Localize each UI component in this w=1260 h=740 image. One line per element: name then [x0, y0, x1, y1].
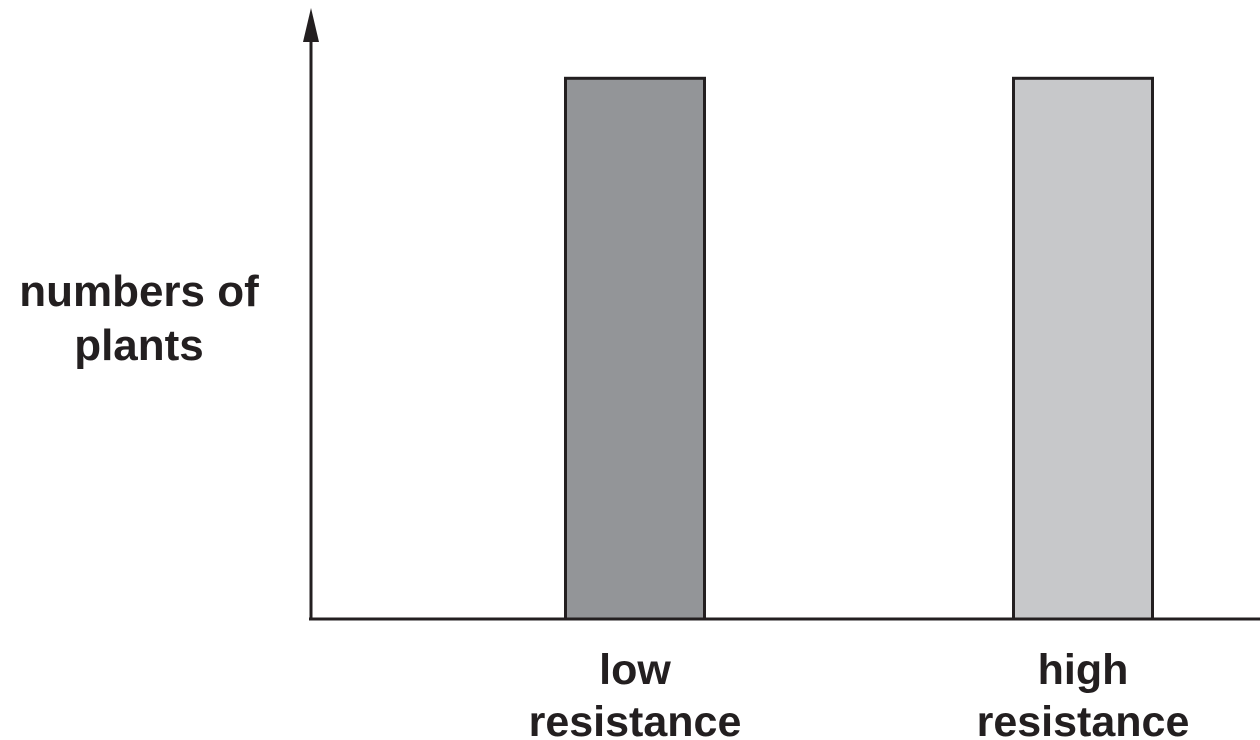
y-axis-label-line-2: plants: [74, 321, 204, 370]
x-tick-label-0-line-2: resistance: [529, 698, 742, 740]
bar-low-resistance: [564, 76, 706, 621]
x-tick-label-0-line-1: low: [599, 646, 671, 694]
x-tick-label-1-line-2: resistance: [977, 698, 1190, 740]
bar-high-resistance: [1012, 76, 1154, 621]
y-axis-label: numbers of plants: [19, 267, 259, 370]
x-tick-label-1-line-1: high: [1038, 646, 1129, 694]
y-axis-arrowhead: [303, 8, 319, 42]
y-axis-label-line-1: numbers of: [19, 267, 259, 316]
bars-group: [564, 76, 1154, 621]
axes: [303, 8, 1260, 621]
